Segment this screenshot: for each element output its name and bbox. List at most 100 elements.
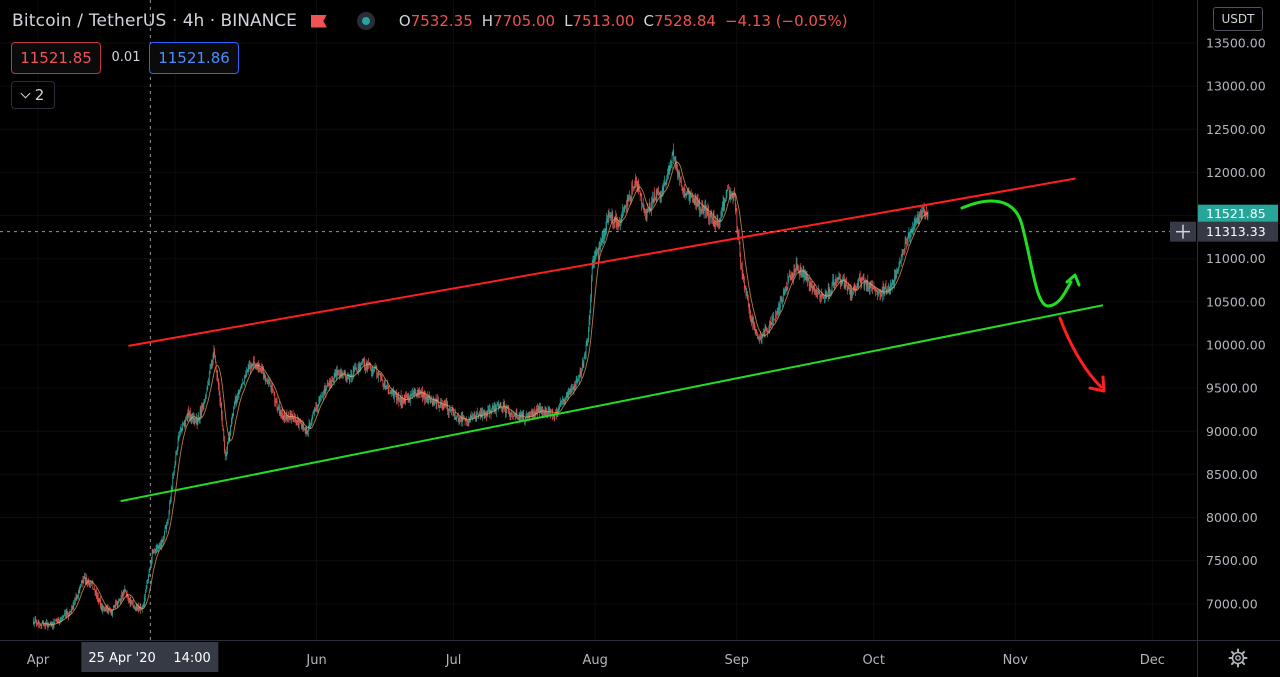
candle-body: [862, 277, 863, 280]
candle-body: [626, 198, 628, 207]
candle-body: [101, 606, 103, 612]
candle-body: [858, 278, 859, 286]
candle-body: [229, 434, 231, 437]
candle-body: [851, 288, 853, 296]
candle-body: [840, 283, 842, 284]
candle-body: [343, 372, 345, 375]
candle-body: [211, 360, 213, 366]
interval-label[interactable]: 4h: [182, 11, 205, 31]
candle-body: [527, 414, 529, 418]
candle-body: [81, 580, 83, 581]
candle-body: [208, 382, 209, 386]
candle-body: [746, 294, 748, 296]
candle-body: [305, 426, 307, 433]
candle-body: [381, 378, 383, 381]
candle-body: [651, 198, 653, 202]
candle-body: [537, 408, 538, 414]
candle-body: [349, 375, 350, 382]
candle-body: [865, 280, 867, 287]
candle-body: [82, 580, 84, 583]
candle-body: [896, 273, 898, 277]
high-value: 7705.00: [493, 12, 556, 30]
candle-body: [370, 364, 372, 370]
candle-body: [559, 401, 561, 407]
candle-body: [774, 319, 776, 321]
candle-body: [271, 386, 273, 389]
candle-body: [323, 393, 324, 395]
sell-button[interactable]: 11521.85: [11, 42, 101, 74]
candle-body: [189, 411, 191, 420]
symbol-name[interactable]: Bitcoin / TetherUS: [12, 11, 167, 31]
candle-body: [170, 488, 172, 500]
candle-body: [242, 383, 244, 385]
lower-channel-trendline[interactable]: [120, 304, 1104, 503]
candle-body: [546, 412, 547, 415]
candle-body: [734, 192, 735, 197]
currency-button[interactable]: USDT: [1213, 7, 1263, 31]
red-projection-arrow[interactable]: [1058, 316, 1106, 393]
candle-body: [425, 395, 426, 400]
status-dot-icon[interactable]: [356, 12, 375, 30]
candle-body: [252, 365, 254, 367]
candle-body: [811, 283, 812, 288]
candle-body: [484, 412, 486, 415]
candle-body: [180, 431, 181, 433]
candle-body: [744, 287, 746, 290]
candle-body: [401, 398, 403, 404]
candle-body: [619, 223, 620, 227]
candle-body: [385, 388, 387, 389]
candle-body: [876, 291, 878, 292]
candle-body: [715, 221, 717, 223]
candle-body: [396, 397, 398, 400]
candle-body: [218, 385, 220, 394]
green-projection-arrow[interactable]: [960, 199, 1081, 308]
candle-body: [61, 618, 62, 620]
candle-body: [329, 380, 331, 386]
candle-body: [918, 217, 920, 224]
candle-body: [757, 335, 758, 337]
candle-body: [698, 202, 700, 207]
candle-body: [471, 415, 473, 419]
candle-body: [727, 188, 729, 191]
candle-body: [585, 343, 587, 356]
candle-body: [450, 409, 451, 411]
candle-body: [685, 193, 687, 195]
candle-body: [443, 401, 445, 409]
candle-body: [129, 598, 131, 604]
candle-body: [97, 594, 99, 600]
crosshair-time-label: 14:00: [173, 651, 210, 666]
candle-body: [131, 600, 132, 602]
indicators-toggle-button[interactable]: 2: [11, 81, 55, 109]
flag-icon[interactable]: [311, 15, 327, 28]
candle-body: [294, 417, 296, 419]
candle-body: [240, 386, 242, 388]
candle-body: [687, 189, 689, 194]
candle-body: [597, 249, 598, 250]
candle-body: [38, 621, 40, 625]
candle-body: [600, 243, 601, 248]
candle-body: [277, 408, 279, 410]
candle-body: [116, 602, 117, 606]
candle-body: [299, 420, 301, 423]
settings-gear-icon[interactable]: [1228, 648, 1248, 668]
upper-channel-trendline[interactable]: [128, 177, 1076, 347]
price-axis[interactable]: 13500.0013000.0012500.0012000.0011500.00…: [1206, 36, 1266, 612]
candle-body: [119, 599, 121, 601]
candle-body: [192, 413, 193, 419]
candle-body: [371, 370, 373, 372]
candle-body: [617, 222, 619, 225]
candle-body: [792, 277, 794, 279]
candle-body: [533, 412, 535, 415]
candle-body: [782, 293, 784, 301]
time-axis[interactable]: Apr Jun Jul Aug Sep Oct Nov Dec: [27, 653, 1165, 668]
candle-body: [791, 272, 793, 280]
candle-body: [33, 621, 34, 625]
candle-body: [489, 408, 490, 413]
candle-body: [266, 381, 267, 382]
buy-button[interactable]: 11521.86: [149, 42, 239, 74]
candle-body: [722, 201, 724, 206]
candle-body: [444, 401, 445, 406]
candle-body: [542, 411, 544, 413]
candle-body: [379, 373, 381, 375]
